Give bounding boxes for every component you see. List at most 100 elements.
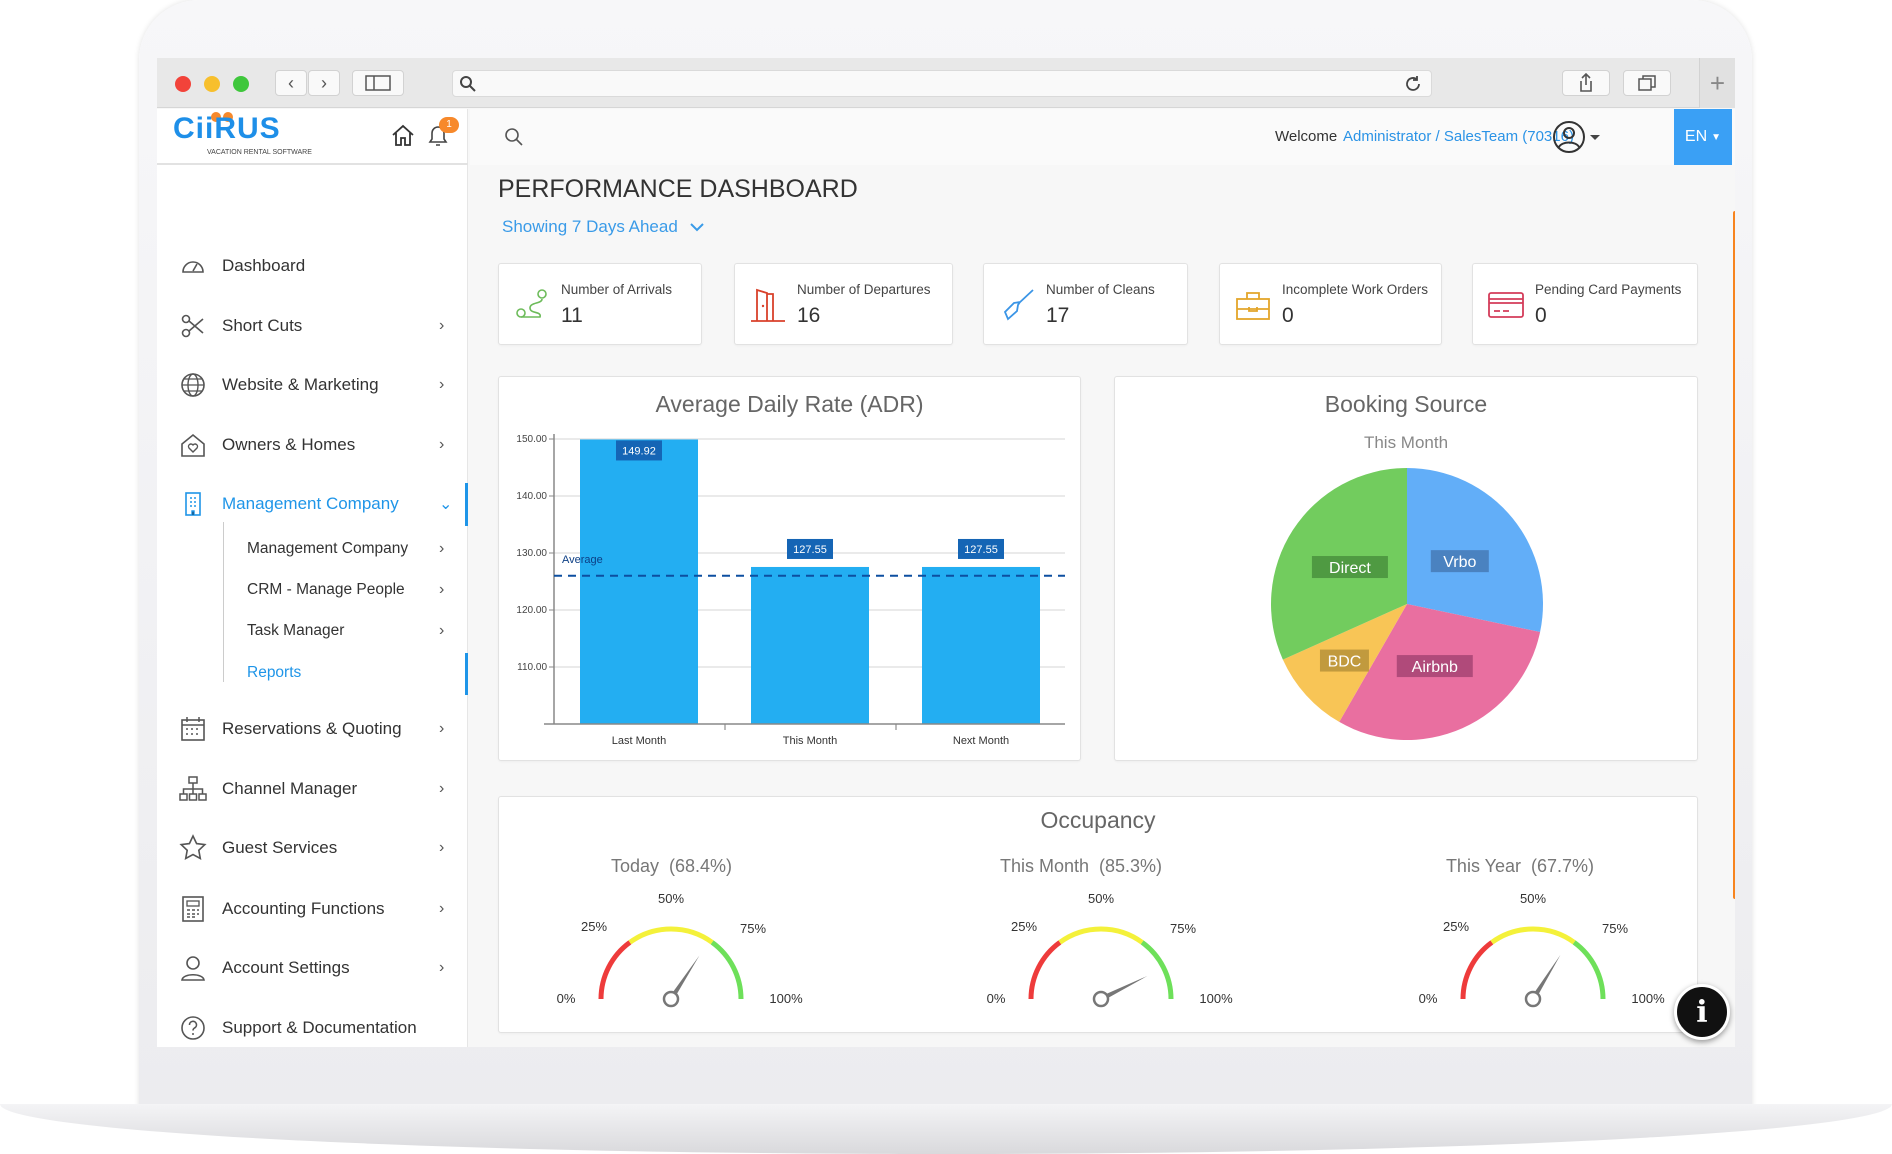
occupancy-panel: Occupancy Today (68.4%) 0% 25% 50% 75% 100% Thi… [498, 796, 1698, 1033]
stat-label: Number of Cleans [1046, 282, 1155, 297]
user-link[interactable]: Administrator / SalesTeam (70316) [1343, 128, 1574, 145]
active-indicator [465, 653, 468, 695]
gauge-tick-label: 0% [1419, 991, 1438, 1006]
laptop-base [0, 1104, 1892, 1154]
stat-value: 0 [1282, 304, 1294, 327]
sidebar-item-owners-homes[interactable]: Owners & Homes › [157, 425, 468, 465]
adr-chart-title: Average Daily Rate (ADR) [655, 391, 924, 417]
gauge-band [1058, 926, 1144, 945]
gauge-tick-label: 25% [1443, 919, 1469, 934]
gauge-needle [1099, 975, 1148, 1002]
pie-label-box [1430, 550, 1489, 573]
chevron-right-icon: › [439, 376, 445, 393]
sidebar-item-dashboard[interactable]: Dashboard [157, 246, 468, 286]
gauge-tick-label: 50% [1088, 891, 1114, 906]
pie-label: BDC [1328, 654, 1362, 671]
sidebar-item-account-settings[interactable]: Account Settings › [157, 948, 468, 988]
gauge-tick-label: 25% [581, 919, 607, 934]
close-window-button[interactable] [175, 76, 191, 92]
gauge-hub [1524, 990, 1542, 1008]
language-dropdown[interactable]: EN ▼ [1674, 109, 1732, 165]
home-icon[interactable] [390, 123, 416, 149]
globe-icon [181, 373, 205, 397]
pie-label-box [1319, 649, 1369, 672]
date-range-label: Showing 7 Days Ahead [502, 217, 678, 236]
tabs-button[interactable] [1623, 70, 1671, 96]
sidebar-item-website-marketing[interactable]: Website & Marketing › [157, 365, 468, 405]
address-bar[interactable] [452, 70, 1432, 97]
chevron-right-icon: › [439, 540, 445, 557]
sidebar-item-label: Channel Manager [222, 779, 358, 798]
sidebar-item-short-cuts[interactable]: Short Cuts › [157, 306, 468, 346]
toolbox-icon [1236, 292, 1270, 320]
gauge-value: (85.3%) [1099, 856, 1162, 876]
gauge-tick-label: 100% [769, 991, 803, 1006]
scrollbar[interactable] [1733, 211, 1735, 899]
gauge-tick-label: 75% [740, 921, 766, 936]
sidebar-toggle-button[interactable] [352, 70, 404, 96]
gauge-band [598, 940, 632, 1000]
sidebar-item-label: Accounting Functions [222, 899, 385, 918]
sidebar-item-reservations-quoting[interactable]: Reservations & Quoting › [157, 709, 468, 749]
pie-label-box [1396, 655, 1473, 678]
credit-card-icon [1488, 292, 1524, 318]
sidebar-item-accounting-functions[interactable]: Accounting Functions › [157, 889, 468, 929]
gauge-needle [1530, 954, 1561, 1001]
stat-card-number-of-cleans[interactable]: Number of Cleans 17 [983, 263, 1188, 345]
occupancy-title: Occupancy [1040, 807, 1156, 833]
back-button[interactable]: ‹ [275, 70, 307, 96]
gauge-band [1490, 926, 1576, 945]
calendar-icon [181, 717, 205, 741]
gauge-tick-label: 50% [658, 891, 684, 906]
stat-card-incomplete-work-orders[interactable]: Incomplete Work Orders 0 [1219, 263, 1442, 345]
sidebar-item-label: Dashboard [222, 256, 306, 275]
submenu-item-task-manager[interactable]: Task Manager › [157, 611, 468, 651]
gauge-tick-label: 25% [1011, 919, 1037, 934]
stat-card-pending-card-payments[interactable]: Pending Card Payments 0 [1472, 263, 1698, 345]
submenu-item-reports[interactable]: Reports [157, 653, 468, 693]
info-button[interactable]: i [1674, 984, 1730, 1040]
sidebar-item-label: Guest Services [222, 838, 338, 857]
gauge-hub [662, 990, 680, 1008]
occupancy-gauges: Today (68.4%) 0% 25% 50% 75% 100% This Month (85… [557, 856, 1665, 1008]
pie-slice-vrbo [1407, 468, 1543, 632]
gauge-tick-label: 0% [557, 991, 576, 1006]
date-range-dropdown[interactable]: Showing 7 Days Ahead [502, 217, 705, 237]
maximize-window-button[interactable] [233, 76, 249, 92]
stat-card-number-of-departures[interactable]: Number of Departures 16 [734, 263, 953, 345]
sidebar-item-support-documentation[interactable]: Support & Documentation [157, 1008, 468, 1047]
sidebar-item-guest-services[interactable]: Guest Services › [157, 828, 468, 868]
chevron-right-icon: › [439, 959, 445, 976]
sidebar-item-label: Website & Marketing [222, 375, 379, 394]
chevron-right-icon: › [439, 622, 445, 639]
reload-icon[interactable] [1403, 74, 1423, 94]
gauge-band [1028, 940, 1062, 1000]
stat-card-number-of-arrivals[interactable]: Number of Arrivals 11 [498, 263, 702, 345]
sidebar-item-label: Support & Documentation [222, 1018, 417, 1037]
notification-badge: 1 [439, 117, 459, 133]
share-button[interactable] [1562, 70, 1610, 96]
route-icon [516, 289, 547, 318]
data-label: 127.55 [793, 544, 827, 556]
bell-icon[interactable] [425, 123, 451, 149]
sidebar-item-channel-manager[interactable]: Channel Manager › [157, 769, 468, 809]
sidebar-item-management-company[interactable]: Management Company ⌄ [157, 484, 468, 524]
gauge-band [1572, 940, 1606, 1000]
submenu-item-management-company[interactable]: Management Company › [157, 529, 468, 569]
submenu-item-crm-manage-people[interactable]: CRM - Manage People › [157, 570, 468, 610]
search-icon[interactable] [504, 127, 524, 147]
chevron-right-icon: › [439, 720, 445, 737]
chevron-right-icon: › [439, 581, 445, 598]
new-tab-button[interactable]: + [1699, 58, 1735, 108]
gauge-value: (68.4%) [669, 856, 732, 876]
ciirus-logo[interactable]: CiiRUS [173, 112, 281, 145]
gauge-title: This Year [1446, 856, 1521, 876]
minimize-window-button[interactable] [204, 76, 220, 92]
forward-button[interactable]: › [308, 70, 340, 96]
y-tick-label: 120.00 [516, 605, 547, 616]
logo-dots [211, 112, 233, 122]
user-menu-button[interactable] [1552, 120, 1604, 154]
data-label-box [787, 538, 833, 559]
help-icon [181, 1016, 205, 1040]
top-bar: Welcome Administrator / SalesTeam (70316… [470, 109, 1735, 165]
